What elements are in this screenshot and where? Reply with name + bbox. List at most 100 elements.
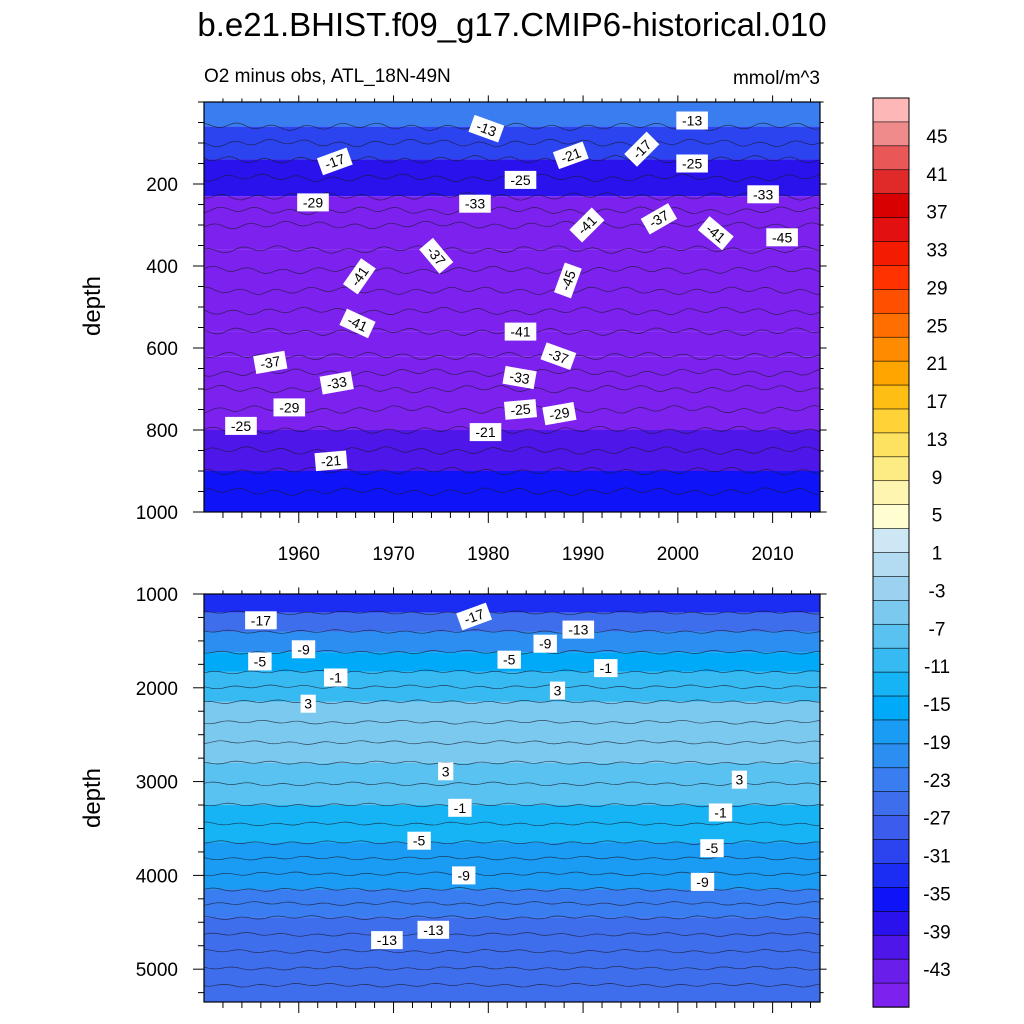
y-tick-label: 800 (146, 421, 178, 442)
contour-label: -17 (316, 147, 353, 176)
contour-label: -1 (324, 668, 348, 687)
contour-label: -13 (371, 931, 403, 950)
field-band (204, 102, 820, 127)
x-tick-label: 1990 (562, 544, 604, 565)
colorbar-label: -15 (923, 695, 950, 716)
colorbar-swatch (872, 97, 910, 123)
contour-line (204, 155, 820, 164)
contour-label-text: -29 (279, 399, 299, 415)
colorbar-swatch (872, 169, 910, 195)
contour-label-text: -21 (475, 424, 495, 440)
contour-label: -9 (533, 634, 557, 653)
colorbar-label: 41 (926, 165, 947, 186)
x-tick-label: 1980 (467, 544, 509, 565)
colorbar-label: -35 (923, 884, 950, 905)
contour-label: -25 (503, 399, 538, 420)
contour-line (204, 760, 820, 766)
x-tick-label: 2010 (751, 544, 793, 565)
colorbar-swatch (872, 480, 910, 506)
contour-label: -5 (407, 831, 431, 850)
contour-label-text: -33 (325, 373, 348, 392)
contour-label-text: -13 (474, 118, 499, 140)
contour-line (204, 245, 820, 254)
contour-line (204, 821, 820, 827)
field-band (204, 612, 820, 632)
contour-label-text: -45 (772, 229, 792, 245)
contour-label-text: -13 (682, 113, 702, 129)
contour-label: -13 (417, 920, 450, 939)
colorbar-label: -3 (929, 581, 946, 602)
contour-label: -13 (468, 114, 505, 143)
colorbar-label: 33 (926, 241, 947, 262)
contour-line (204, 466, 820, 476)
colorbar-label: 5 (932, 506, 943, 527)
contour-label: -33 (459, 194, 491, 213)
colorbar-label: 21 (926, 354, 947, 375)
contour-line (204, 206, 820, 215)
contour-label-text: -37 (259, 353, 282, 372)
contour-label: -1 (708, 803, 733, 822)
colorbar-swatch (872, 504, 910, 530)
field-band (204, 762, 820, 806)
colorbar-swatch (872, 217, 910, 243)
contour-label-text: 3 (554, 683, 562, 699)
contour-line (204, 351, 820, 361)
colorbar-label: -43 (923, 960, 950, 981)
lower-y-axis-label: depth (79, 768, 106, 828)
y-tick-label: 2000 (136, 679, 178, 700)
colorbar-label: 1 (932, 544, 943, 565)
colorbar-swatch (872, 743, 910, 769)
field-band (204, 631, 820, 653)
contour-label-text: -29 (303, 194, 323, 210)
contour-label: -9 (452, 866, 476, 885)
colorbar-swatch (872, 600, 910, 625)
contour-line (204, 629, 820, 634)
contour-label-text: -9 (696, 874, 709, 890)
colorbar-swatch (872, 121, 910, 147)
y-tick-label: 1000 (136, 585, 178, 606)
contour-label-text: -1 (600, 660, 613, 676)
contour-label: -29 (273, 398, 306, 417)
field-band (204, 126, 820, 160)
colorbar-swatch (872, 193, 910, 219)
contour-line (204, 669, 820, 675)
y-tick-label: 1000 (136, 503, 178, 524)
contour-label: 3 (438, 762, 454, 781)
colorbar-label: 17 (926, 392, 947, 413)
contour-label: 3 (300, 694, 316, 713)
contour-label: -41 (339, 308, 376, 339)
colorbar-label: 13 (926, 430, 947, 451)
colorbar-frame (872, 97, 910, 1008)
colorbar-swatch (872, 408, 910, 434)
colorbar-swatch (872, 719, 910, 745)
contour-label: -9 (291, 640, 316, 659)
contour-label: -41 (504, 322, 537, 341)
contour-label-text: -13 (423, 922, 443, 938)
contour-label: -5 (700, 839, 724, 858)
colorbar-swatch (872, 312, 910, 338)
colorbar-swatch (872, 552, 910, 578)
colorbar-label: -27 (923, 809, 950, 830)
contour-label-text: -25 (231, 418, 251, 434)
contour-label-text: -1 (454, 800, 467, 816)
colorbar-swatch (872, 241, 910, 267)
contour-label: -45 (766, 228, 798, 247)
colorbar-swatch (872, 384, 910, 410)
contour-line (204, 901, 820, 906)
upper-panel: 1960 1970 1980 1990 2000 2010 200 400 600 800 1000… (136, 95, 827, 565)
y-tick-label: 4000 (136, 866, 178, 887)
contour-line (204, 887, 820, 892)
colorbar-swatch (872, 911, 910, 936)
colorbar-swatch (872, 767, 910, 793)
contour-label: -13 (562, 620, 595, 639)
contour-label-text: -1 (714, 805, 727, 821)
colorbar-swatch (872, 671, 910, 697)
x-tick-label: 1970 (372, 544, 414, 565)
field-band (204, 889, 820, 918)
colorbar-swatch (872, 982, 910, 1008)
contour-label-text: 3 (736, 772, 744, 788)
units-label: mmol/m^3 (733, 68, 820, 89)
contour-label-text: -5 (413, 833, 426, 849)
field-band (204, 917, 820, 1002)
